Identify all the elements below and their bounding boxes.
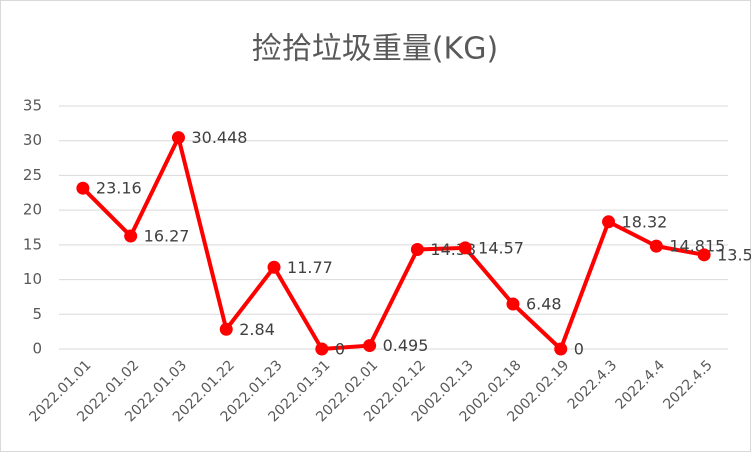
point <box>267 260 281 274</box>
data-label: 30.448 <box>191 128 247 147</box>
data-label: 23.16 <box>96 179 142 198</box>
point <box>171 131 185 145</box>
y-tick-label: 20 <box>23 201 42 219</box>
y-tick-label: 25 <box>23 166 42 184</box>
data-label: 0 <box>335 340 345 359</box>
data-label: 18.32 <box>622 212 668 231</box>
chart-title: 捡拾垃圾重量(KG) <box>252 32 498 67</box>
data-label: 2.84 <box>239 320 275 339</box>
point <box>554 342 568 356</box>
point <box>458 241 472 255</box>
point <box>649 239 663 253</box>
point <box>76 181 90 195</box>
series-line <box>81 135 705 351</box>
point <box>124 229 138 243</box>
point <box>410 243 424 257</box>
data-label: 14.57 <box>478 238 524 257</box>
point <box>363 339 377 353</box>
point <box>602 215 616 229</box>
point <box>697 248 711 262</box>
data-label: 11.77 <box>287 258 333 277</box>
data-label: 16.27 <box>144 227 190 246</box>
point <box>219 322 233 336</box>
point <box>506 297 520 311</box>
data-label: 14.815 <box>669 237 725 256</box>
data-label: 13.565 <box>717 245 751 264</box>
data-label: 0 <box>574 340 584 359</box>
y-tick-label: 30 <box>23 131 42 149</box>
data-label: 6.48 <box>526 295 562 314</box>
data-label: 0.495 <box>383 336 429 355</box>
y-tick-label: 15 <box>23 235 42 253</box>
y-tick-label: 5 <box>32 305 42 323</box>
y-tick-label: 10 <box>23 270 42 288</box>
y-tick-label: 35 <box>23 97 42 115</box>
y-tick-label: 0 <box>32 340 42 358</box>
point <box>315 342 329 356</box>
